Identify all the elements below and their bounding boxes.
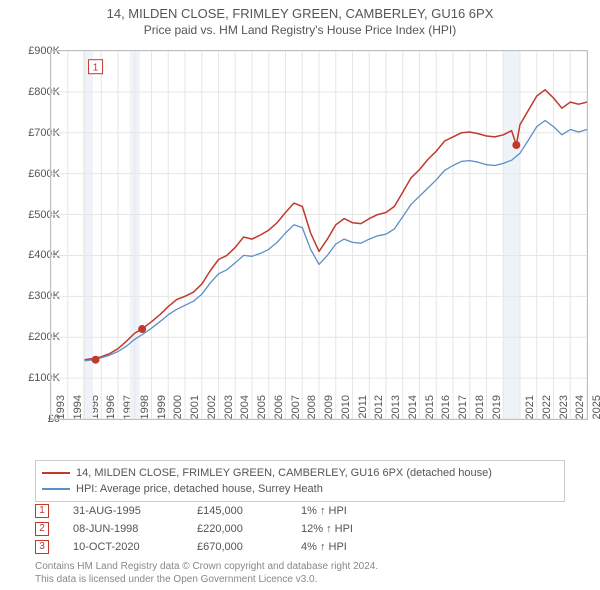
transaction-row: 2 08-JUN-1998 £220,000 12% ↑ HPI (35, 520, 391, 538)
legend-label-hpi: HPI: Average price, detached house, Surr… (76, 481, 323, 497)
transaction-price: £670,000 (197, 538, 277, 556)
transaction-row: 3 10-OCT-2020 £670,000 4% ↑ HPI (35, 538, 391, 556)
transaction-date: 31-AUG-1995 (73, 502, 173, 520)
footer-line1: Contains HM Land Registry data © Crown c… (35, 560, 378, 573)
transactions-table: 1 31-AUG-1995 £145,000 1% ↑ HPI 2 08-JUN-1998… (35, 502, 391, 556)
transaction-hpi: 12% ↑ HPI (301, 520, 391, 538)
transaction-hpi: 4% ↑ HPI (301, 538, 391, 556)
transaction-marker-3: 3 (35, 540, 49, 554)
chart-subtitle: Price paid vs. HM Land Registry's House … (0, 23, 600, 37)
chart-titles: 14, MILDEN CLOSE, FRIMLEY GREEN, CAMBERL… (0, 0, 600, 37)
transaction-marker-2: 2 (35, 522, 49, 536)
legend-row-hpi: HPI: Average price, detached house, Surr… (42, 481, 558, 497)
x-tick-label: 2025 (591, 395, 600, 425)
transaction-row: 1 31-AUG-1995 £145,000 1% ↑ HPI (35, 502, 391, 520)
footer-line2: This data is licensed under the Open Gov… (35, 573, 378, 586)
legend-row-subject: 14, MILDEN CLOSE, FRIMLEY GREEN, CAMBERL… (42, 465, 558, 481)
legend-swatch-subject (42, 472, 70, 474)
legend-label-subject: 14, MILDEN CLOSE, FRIMLEY GREEN, CAMBERL… (76, 465, 492, 481)
legend-swatch-hpi (42, 488, 70, 490)
footer: Contains HM Land Registry data © Crown c… (35, 560, 378, 586)
transaction-date: 08-JUN-1998 (73, 520, 173, 538)
svg-text:1: 1 (93, 63, 99, 74)
chart-container: 14, MILDEN CLOSE, FRIMLEY GREEN, CAMBERL… (0, 0, 600, 590)
chart-title: 14, MILDEN CLOSE, FRIMLEY GREEN, CAMBERL… (0, 6, 600, 21)
plot-area: 123 (50, 50, 588, 420)
transaction-price: £145,000 (197, 502, 277, 520)
transaction-date: 10-OCT-2020 (73, 538, 173, 556)
transaction-hpi: 1% ↑ HPI (301, 502, 391, 520)
transaction-price: £220,000 (197, 520, 277, 538)
legend: 14, MILDEN CLOSE, FRIMLEY GREEN, CAMBERL… (35, 460, 565, 502)
transaction-marker-1: 1 (35, 504, 49, 518)
plot-svg: 123 (51, 51, 587, 419)
